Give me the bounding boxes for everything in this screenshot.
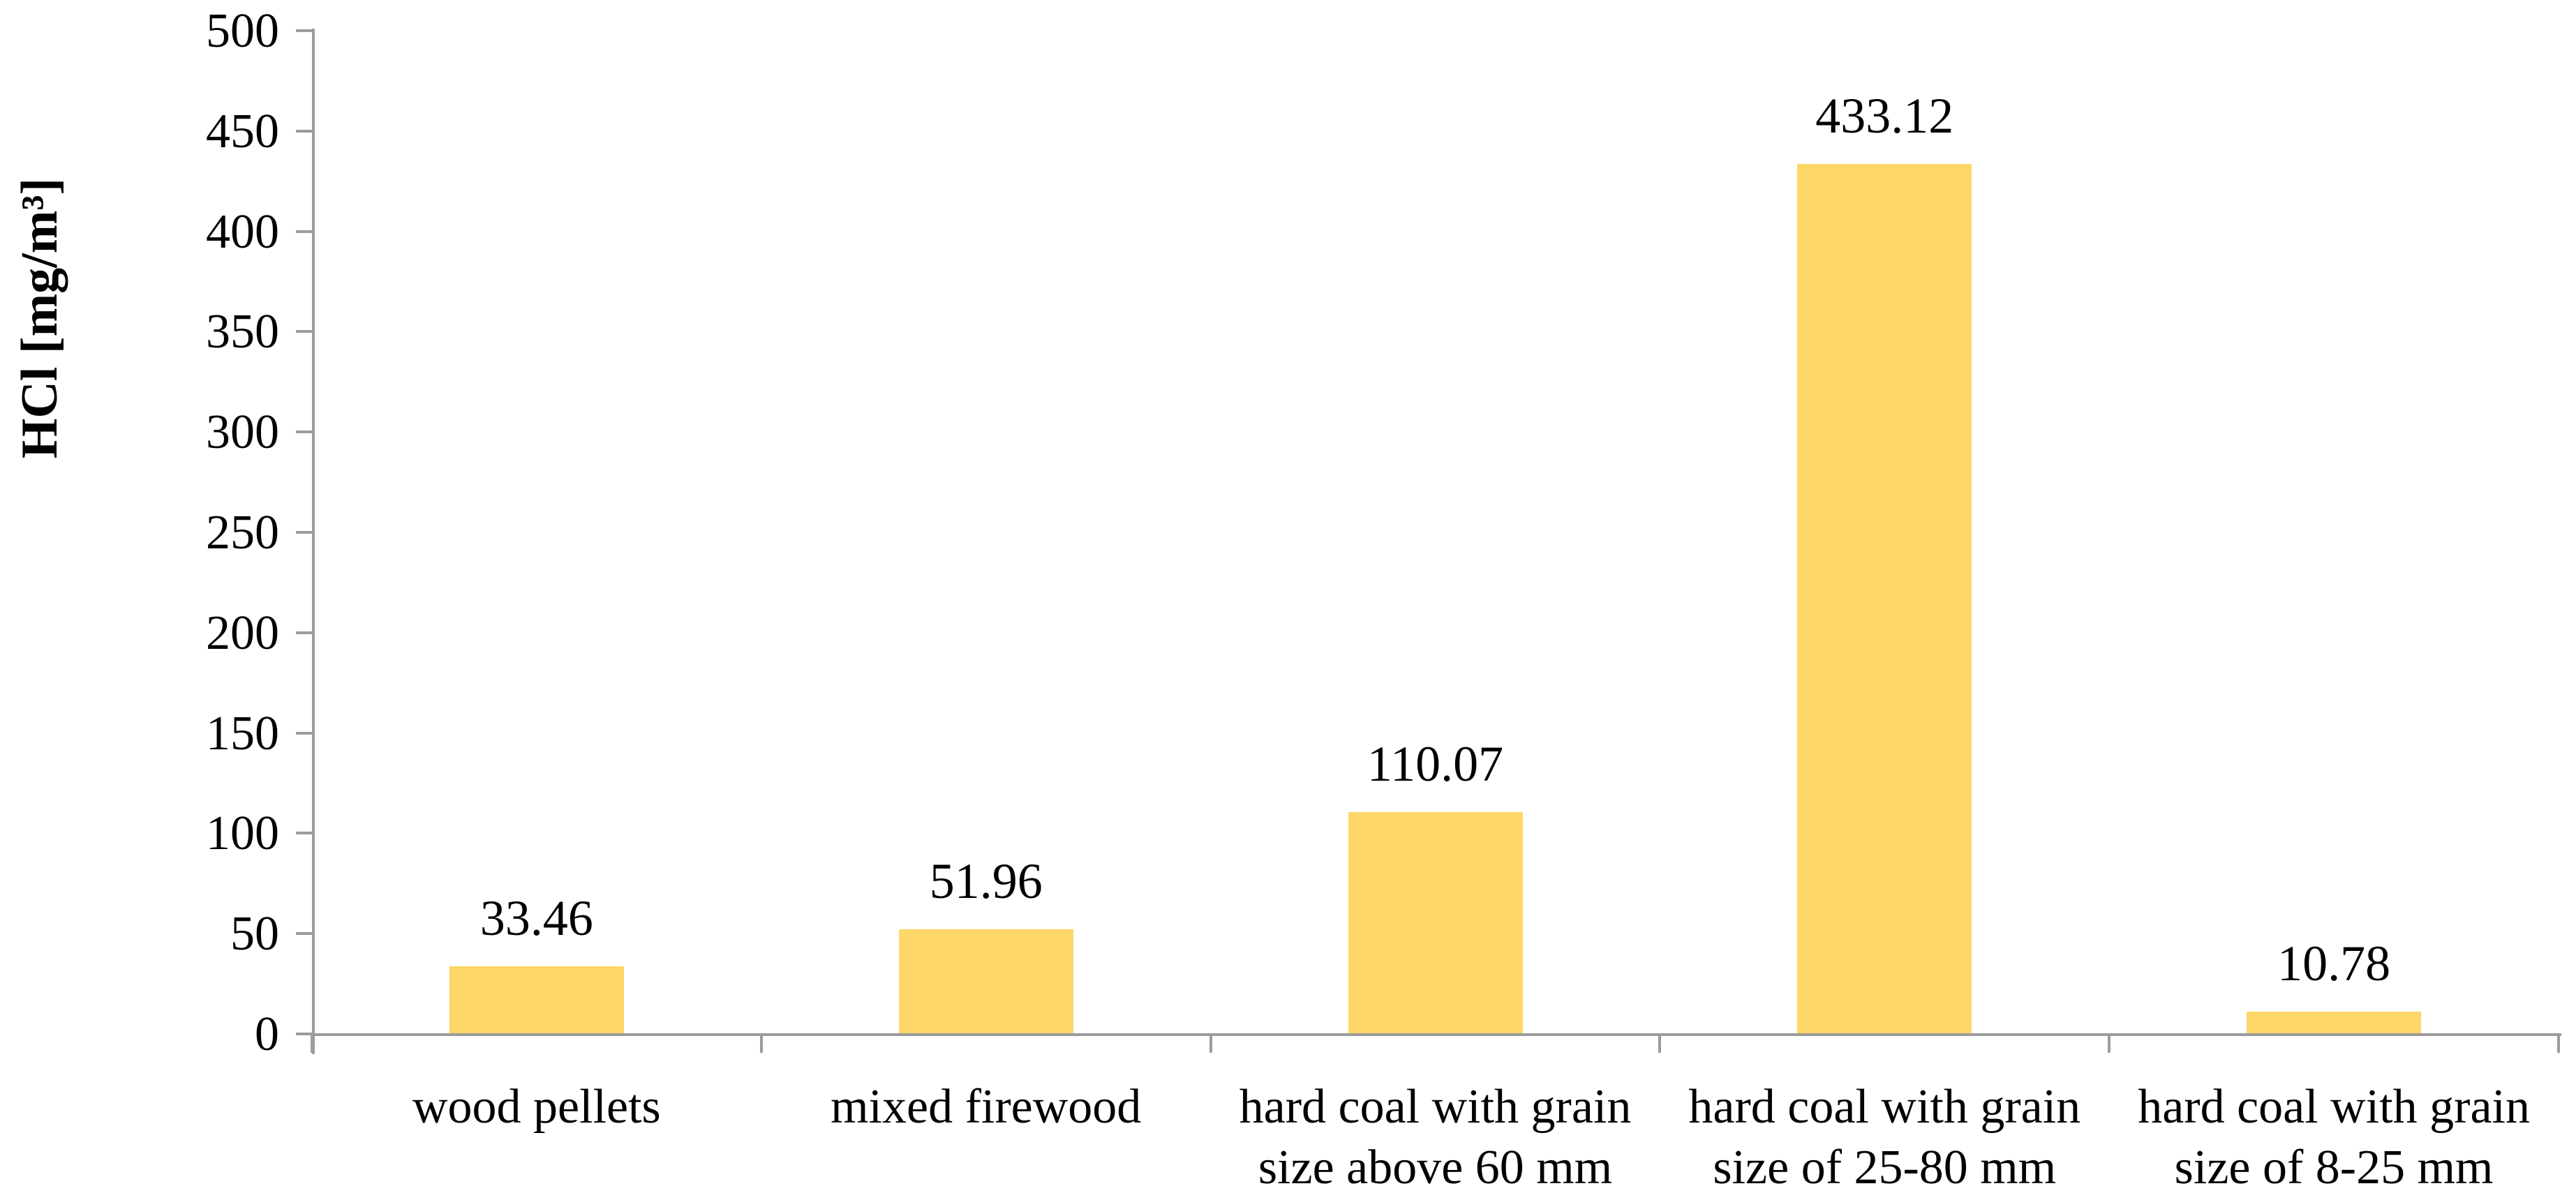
y-tick-label: 500 — [206, 4, 279, 58]
y-tick — [296, 731, 312, 735]
category-label: hard coal with grain size of 25-80 mm — [1647, 1077, 2122, 1198]
y-tick-label: 400 — [206, 204, 279, 259]
bar-value-label: 110.07 — [1367, 736, 1504, 792]
x-tick — [2108, 1033, 2111, 1053]
category-label: wood pellets — [299, 1077, 774, 1137]
category-label-line: hard coal with grain — [1688, 1080, 2081, 1134]
category-label-line: size of 8-25 mm — [2174, 1141, 2494, 1194]
y-tick-label: 0 — [255, 1007, 279, 1061]
y-tick-label: 150 — [206, 706, 279, 760]
category-label: hard coal with grain size of 8-25 mm — [2097, 1077, 2571, 1198]
bar-2 — [898, 929, 1073, 1033]
bar-value-label: 433.12 — [1815, 88, 1954, 144]
category-label-line: wood pellets — [412, 1080, 661, 1134]
y-tick-label: 250 — [206, 506, 279, 560]
x-tick — [1209, 1033, 1212, 1053]
bar-value-label: 51.96 — [929, 853, 1043, 909]
x-axis-line — [311, 1033, 2561, 1036]
category-label-line: size of 25-80 mm — [1713, 1141, 2057, 1194]
y-tick — [296, 330, 312, 333]
category-label-line: hard coal with grain — [1239, 1080, 1632, 1134]
bar-4 — [1797, 164, 1972, 1033]
x-tick — [1658, 1033, 1662, 1053]
y-tick — [296, 29, 312, 32]
bar-3 — [1348, 812, 1523, 1033]
category-label: hard coal with grain size above 60 mm — [1198, 1077, 1673, 1198]
x-tick — [2557, 1033, 2560, 1053]
bar-value-label: 33.46 — [479, 890, 593, 946]
x-tick — [759, 1033, 763, 1053]
category-label-line: size above 60 mm — [1258, 1141, 1613, 1194]
y-tick-label: 200 — [206, 606, 279, 660]
y-tick-label: 300 — [206, 405, 279, 460]
y-tick-label: 100 — [206, 807, 279, 861]
y-tick — [296, 631, 312, 634]
x-tick — [311, 1033, 313, 1053]
y-tick — [296, 129, 312, 133]
bar-1 — [449, 966, 624, 1033]
y-axis-line — [312, 29, 315, 1054]
category-label-line: hard coal with grain — [2138, 1080, 2530, 1134]
bar-5 — [2247, 1012, 2422, 1033]
y-axis-title: HCl [mg/m³] — [11, 177, 68, 459]
y-tick-label: 450 — [206, 104, 279, 158]
y-tick — [296, 430, 312, 434]
bar-value-label: 10.78 — [2277, 936, 2391, 991]
y-tick-label: 350 — [206, 305, 279, 359]
y-tick — [296, 1033, 312, 1035]
category-label: mixed firewood — [749, 1077, 1223, 1137]
y-tick — [296, 832, 312, 835]
y-tick — [296, 531, 312, 534]
y-tick — [296, 230, 312, 233]
y-tick-label: 50 — [230, 907, 279, 961]
y-tick — [296, 932, 312, 936]
category-label-line: mixed firewood — [831, 1080, 1142, 1134]
